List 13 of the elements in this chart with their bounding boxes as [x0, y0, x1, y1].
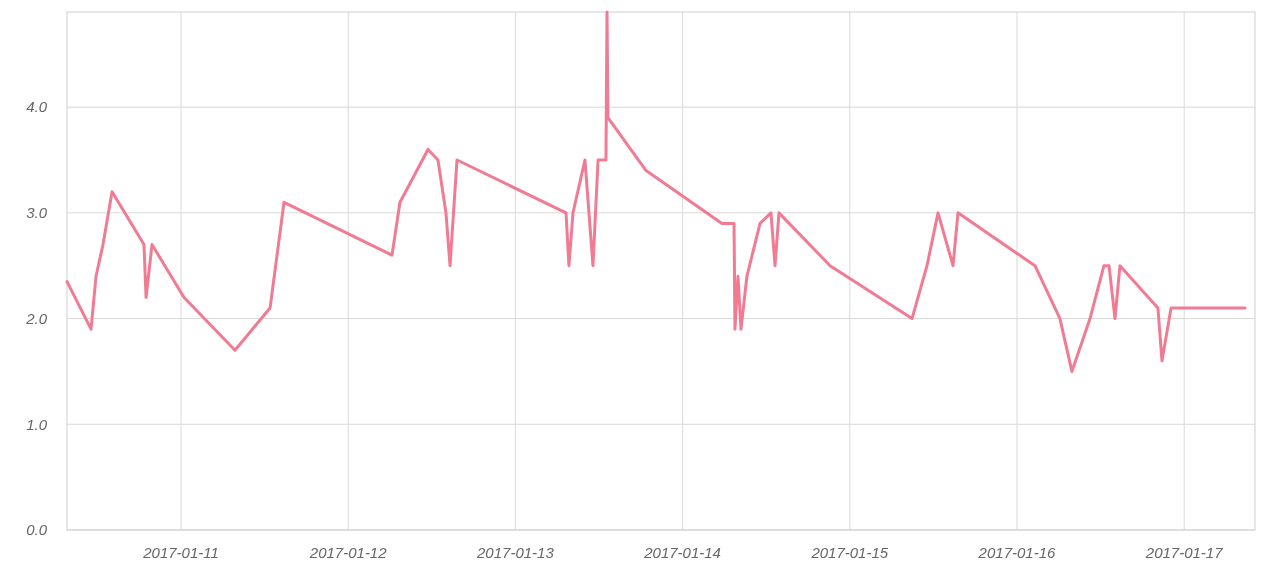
y-tick-label: 2.0: [25, 309, 48, 327]
y-tick-label: 0.0: [26, 521, 48, 539]
line-series: [65, 10, 1247, 373]
x-tick-label: 2017-01-14: [643, 544, 721, 561]
x-tick-label: 2017-01-17: [1144, 544, 1224, 561]
x-tick-label: 2017-01-13: [476, 544, 555, 561]
x-tick-label: 2017-01-12: [308, 544, 388, 561]
x-tick-label: 2017-01-11: [142, 544, 219, 561]
x-tick-label: 2017-01-15: [810, 544, 889, 561]
y-tick-label: 1.0: [26, 415, 48, 433]
y-tick-label: 3.0: [26, 204, 48, 222]
y-tick-label: 4.0: [26, 98, 48, 116]
x-tick-label: 2017-01-16: [977, 544, 1056, 561]
